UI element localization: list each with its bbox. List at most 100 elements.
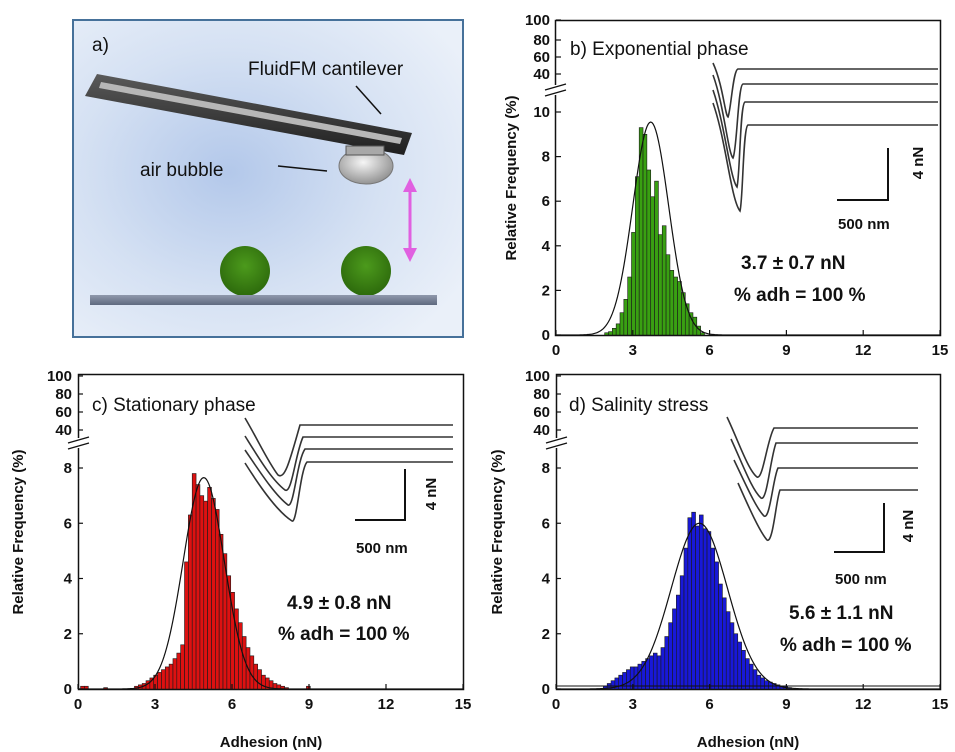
scale-force-label: 4 nN (900, 510, 917, 543)
histogram-bar (664, 636, 669, 690)
histogram-bar (679, 575, 685, 690)
histogram-bar (157, 672, 162, 690)
gaussian-fit-curve (556, 121, 940, 336)
force-curve (712, 74, 938, 160)
force-curve (244, 461, 453, 522)
histogram-bar (184, 561, 189, 690)
force-curve (712, 102, 938, 213)
cantilever-pointer-line (355, 85, 382, 115)
y-upper-tick-label: 40 (533, 422, 550, 439)
histogram-bar (718, 583, 723, 690)
cantilever-label: FluidFM cantilever (248, 59, 404, 80)
histogram-bar (760, 677, 765, 690)
substrate (90, 295, 437, 305)
histogram-bar (654, 180, 659, 336)
y-upper-tick-label: 60 (533, 49, 550, 66)
bacterial-cell-right (341, 246, 391, 296)
histogram-bar (203, 500, 208, 690)
histogram-bar (702, 528, 708, 690)
x-tick-label: 6 (228, 696, 236, 713)
histogram-bar (737, 641, 742, 690)
histogram-bar (168, 663, 174, 690)
histogram-bar (207, 487, 212, 690)
x-tick-label: 12 (855, 696, 872, 713)
y-upper-tick-label: 40 (55, 422, 72, 439)
panel-a-label: a) (92, 35, 109, 56)
histogram-bar (710, 547, 716, 690)
x-tick-label: 0 (552, 342, 560, 359)
histogram-bar (656, 655, 662, 690)
histogram-bar (180, 644, 185, 690)
histogram-bars (604, 127, 705, 336)
force-curve (733, 459, 918, 517)
scale-bar (837, 148, 889, 201)
y-tick-label: 10 (533, 104, 550, 121)
histogram-bar (622, 672, 627, 690)
histogram-bar (673, 276, 678, 336)
y-tick-label: 4 (542, 571, 551, 588)
adhesion-percentage-annotation: % adh = 100 % (278, 624, 410, 645)
histogram-bar (714, 561, 719, 690)
bubble-holder (345, 145, 385, 156)
histogram-bar (700, 332, 705, 336)
x-tick-label: 9 (305, 696, 313, 713)
histogram-bar (691, 511, 696, 690)
x-tick-label: 3 (629, 696, 637, 713)
histogram-bar (669, 270, 675, 336)
histogram-bar (676, 594, 681, 690)
histogram-bar (218, 533, 224, 690)
gaussian-fit-curve (78, 477, 463, 690)
y-tick-label: 6 (64, 515, 72, 532)
histogram-bar (650, 196, 655, 336)
histogram-bar (683, 547, 689, 690)
plot-frame (555, 373, 942, 691)
histogram-bar (604, 332, 609, 336)
plot-frame (77, 373, 465, 691)
axis-break-mark (67, 436, 90, 450)
histogram-bars (80, 473, 311, 690)
force-curve (712, 62, 938, 119)
y-tick-label: 4 (64, 571, 73, 588)
x-tick-label: 9 (782, 696, 790, 713)
histogram-bar (226, 575, 232, 690)
histogram-bar (699, 514, 704, 690)
histogram-bar (672, 608, 677, 690)
y-tick-label: 2 (542, 626, 550, 643)
force-curve (730, 438, 918, 499)
histogram-bar (188, 514, 193, 690)
histogram-bar (764, 680, 769, 690)
y-upper-tick-label: 80 (55, 386, 72, 403)
x-tick-label: 12 (378, 696, 395, 713)
axis-break-mark (544, 83, 567, 97)
force-curve (244, 435, 453, 491)
histogram-bars (603, 511, 792, 690)
y-upper-tick-label: 80 (533, 32, 550, 49)
adhesion-mean-annotation: 4.9 ± 0.8 nN (287, 593, 391, 614)
scale-force-label: 4 nN (910, 147, 927, 180)
y-tick-label: 2 (542, 282, 550, 299)
histogram-bar (176, 652, 181, 690)
x-tick-label: 9 (782, 342, 790, 359)
y-tick-label: 0 (64, 681, 72, 698)
histogram-bar (695, 525, 700, 690)
histogram-bar (725, 611, 731, 690)
histogram-bar (635, 176, 640, 336)
y-tick-label: 8 (542, 460, 550, 477)
y-tick-label: 0 (542, 681, 550, 698)
y-axis-label: Relative Frequency (%) (503, 95, 520, 260)
force-curves-inset (244, 417, 453, 522)
histogram-bar (687, 517, 692, 690)
histogram-bar (645, 658, 650, 690)
scale-bar (355, 469, 406, 521)
force-curve (726, 416, 918, 478)
y-tick-label: 2 (64, 626, 72, 643)
x-tick-label: 0 (552, 696, 560, 713)
histogram-bar (161, 669, 166, 690)
x-tick-label: 6 (705, 342, 713, 359)
force-curve (737, 482, 918, 541)
axis-break-mark (545, 436, 568, 450)
